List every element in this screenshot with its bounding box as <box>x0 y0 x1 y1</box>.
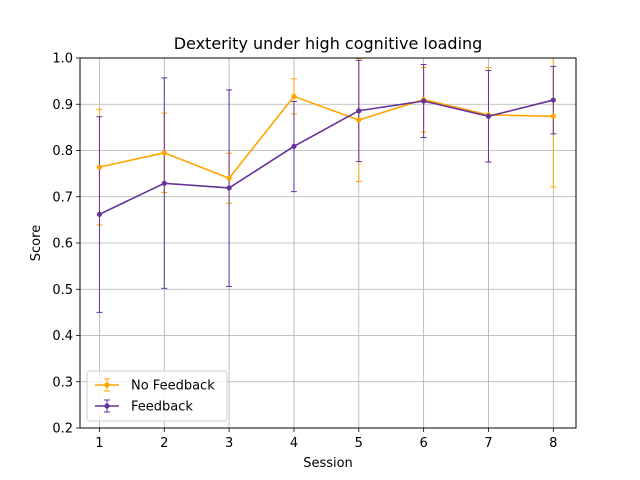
y-axis-ticks: 0.2 0.3 0.4 0.5 0.6 0.7 0.8 0.9 1.0 <box>52 52 80 437</box>
x-tick-label: 4 <box>290 436 298 451</box>
y-axis-label: Score <box>29 225 44 261</box>
x-axis-ticks: 1 2 3 4 5 6 7 8 <box>95 428 557 451</box>
x-tick-label: 6 <box>419 436 427 451</box>
no-feedback-point <box>550 113 556 119</box>
x-tick-label: 8 <box>549 436 557 451</box>
legend-box <box>86 370 228 422</box>
feedback-point <box>356 108 362 114</box>
no-feedback-point <box>161 150 167 156</box>
feedback-point <box>550 97 556 103</box>
no-feedback-line <box>99 95 554 180</box>
x-tick-label: 7 <box>484 436 492 451</box>
x-tick-label: 1 <box>95 436 103 451</box>
legend-no-feedback-label: No Feedback <box>131 379 215 394</box>
feedback-point <box>96 211 103 217</box>
series-markers <box>96 93 556 217</box>
y-tick-label: 0.6 <box>52 237 73 252</box>
no-feedback-point <box>291 93 297 99</box>
feedback-point <box>421 98 427 104</box>
legend-feedback-label: Feedback <box>131 400 193 415</box>
no-feedback-point <box>96 164 103 170</box>
y-tick-label: 0.7 <box>52 190 73 205</box>
y-tick-label: 0.9 <box>52 98 73 113</box>
no-feedback-point <box>226 175 232 181</box>
feedback-point <box>291 143 297 149</box>
series-lines <box>99 95 554 216</box>
legend-feedback-marker <box>104 403 110 409</box>
feedback-point <box>226 185 232 191</box>
legend-no-feedback-marker <box>104 382 110 388</box>
y-tick-label: 0.8 <box>52 144 73 159</box>
x-axis-label: Session <box>303 456 353 471</box>
y-tick-label: 0.4 <box>52 329 73 344</box>
y-tick-label: 1.0 <box>52 52 73 67</box>
x-tick-label: 3 <box>225 436 233 451</box>
x-tick-label: 5 <box>355 436 363 451</box>
no-feedback-point <box>356 117 362 123</box>
x-tick-label: 2 <box>160 436 168 451</box>
feedback-point <box>161 180 167 186</box>
feedback-line <box>99 99 554 216</box>
chart-title: Dexterity under high cognitive loading <box>174 34 483 53</box>
y-tick-label: 0.5 <box>52 283 73 298</box>
y-tick-label: 0.2 <box>52 422 73 437</box>
y-tick-label: 0.3 <box>52 375 73 390</box>
feedback-point <box>485 113 492 119</box>
legend: No Feedback Feedback <box>86 370 228 422</box>
